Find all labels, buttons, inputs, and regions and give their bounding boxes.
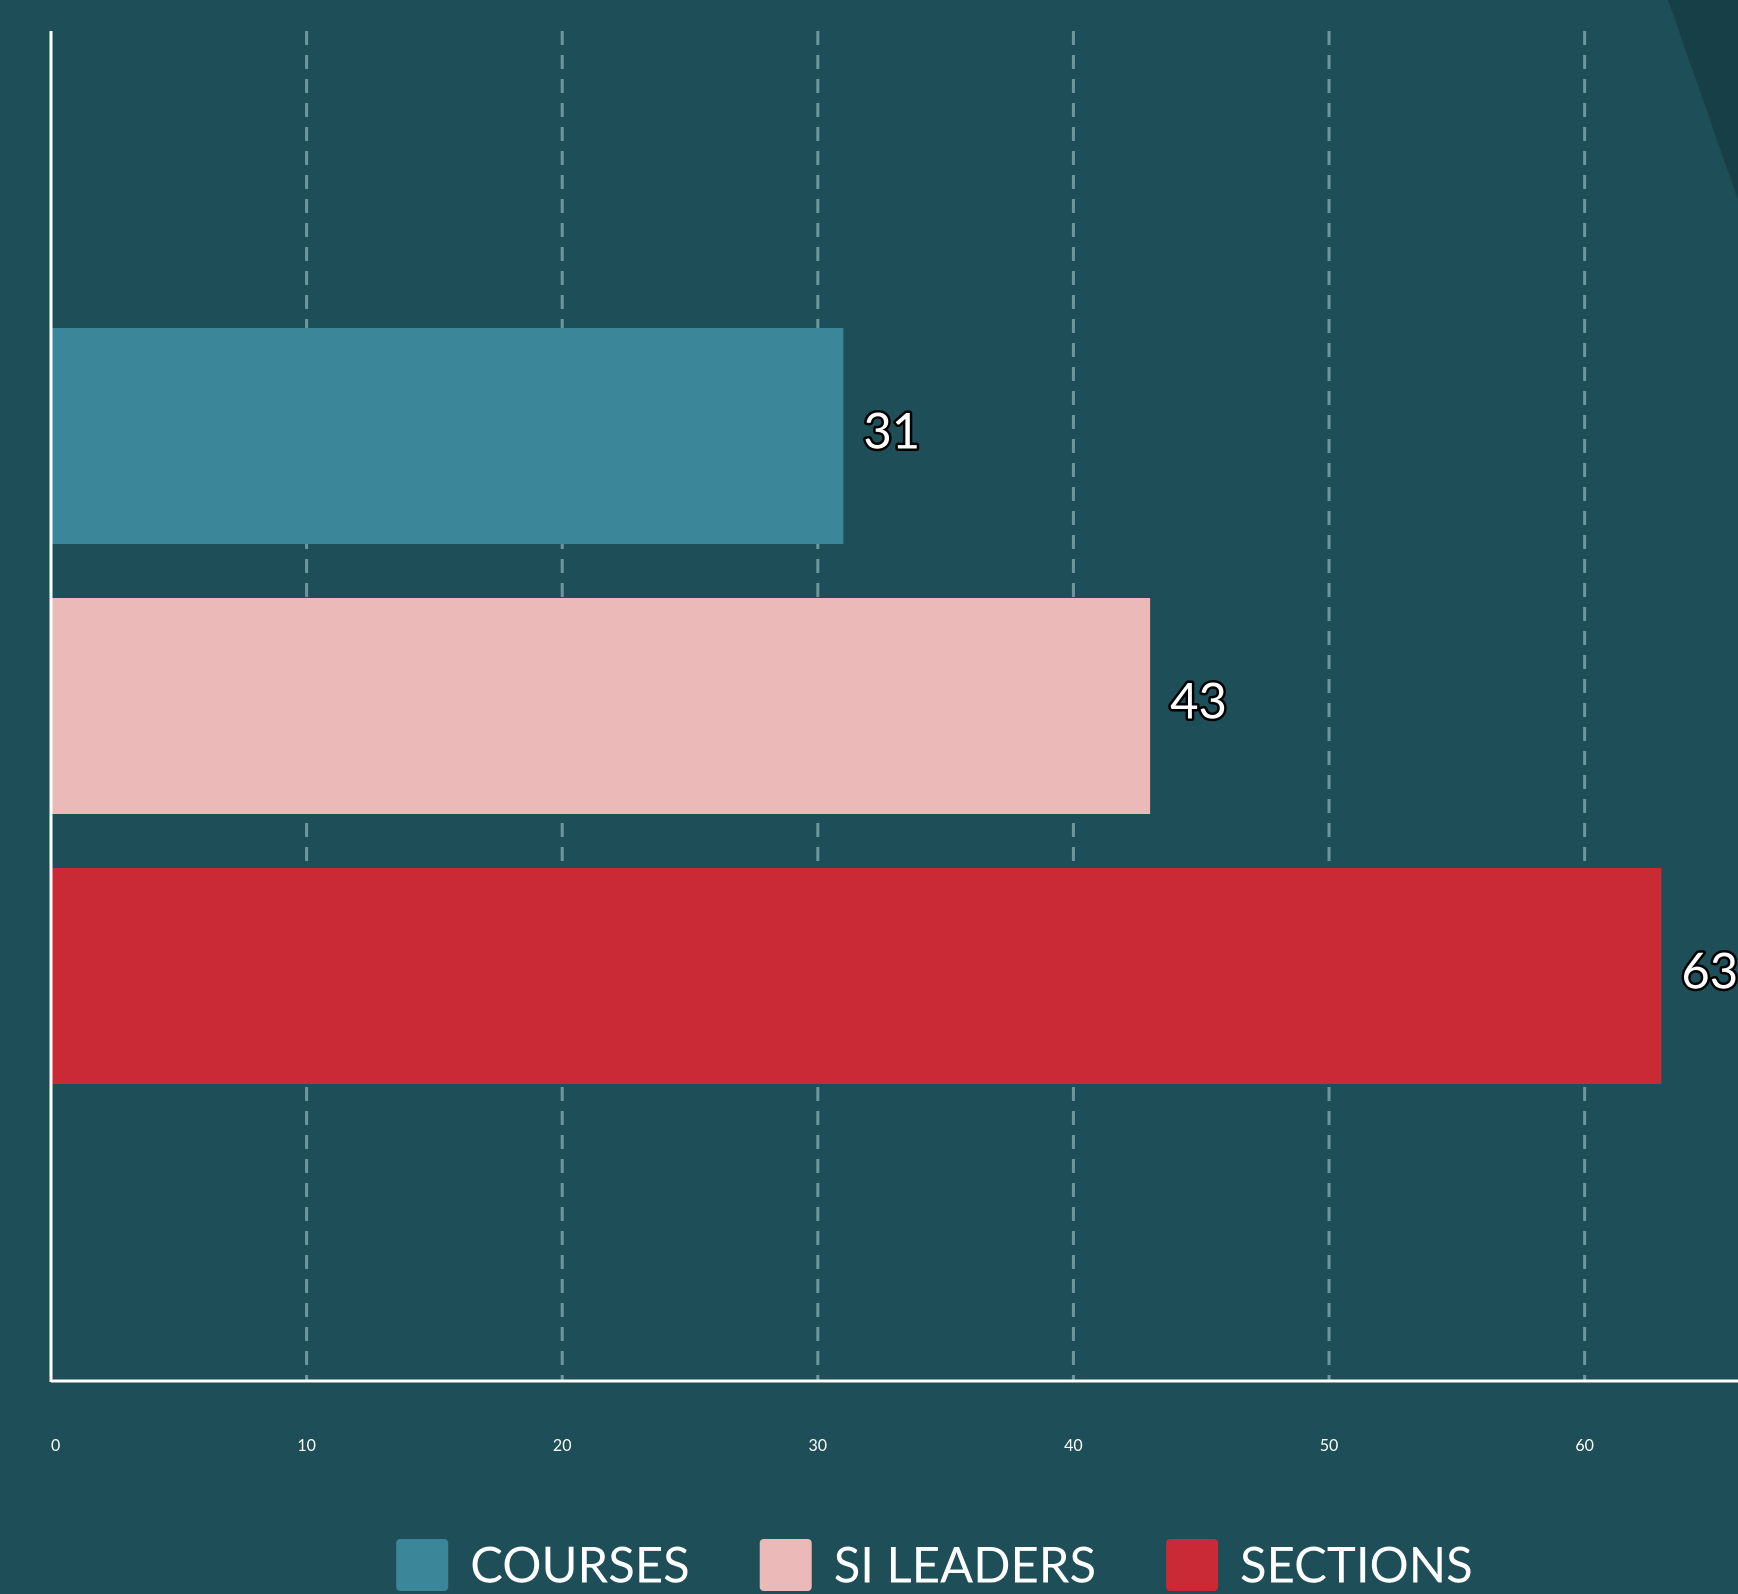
legend-label: SI LEADERS (834, 1535, 1096, 1593)
ticks: 0 10 20 30 40 50 60 (51, 1436, 1594, 1455)
x-tick-label: 30 (809, 1436, 828, 1455)
legend-swatch (759, 1539, 812, 1591)
legend-label: COURSES (470, 1535, 689, 1593)
legend-item: COURSES (396, 1535, 690, 1593)
x-tick-label: 10 (297, 1436, 316, 1455)
legend-swatch (1166, 1539, 1219, 1591)
legend-label: SECTIONS (1240, 1535, 1473, 1593)
bar (51, 868, 1662, 1084)
x-tick-label: 0 (51, 1436, 60, 1455)
legend-item: SECTIONS (1166, 1535, 1473, 1593)
value-label: 63 (1681, 941, 1738, 999)
bar (51, 328, 844, 544)
legend: COURSES SI LEADERS SECTIONS (396, 1535, 1473, 1593)
value-label: 31 (863, 401, 920, 459)
x-tick-label: 60 (1575, 1436, 1594, 1455)
x-tick-label: 40 (1064, 1436, 1083, 1455)
x-tick-label: 50 (1320, 1436, 1339, 1455)
bar (51, 598, 1151, 814)
legend-item: SI LEADERS (759, 1535, 1096, 1593)
legend-swatch (396, 1539, 449, 1591)
value-label: 43 (1170, 671, 1227, 729)
bars: 31 43 63 (51, 328, 1738, 1084)
x-tick-label: 20 (553, 1436, 572, 1455)
decoration (1668, 0, 1738, 200)
